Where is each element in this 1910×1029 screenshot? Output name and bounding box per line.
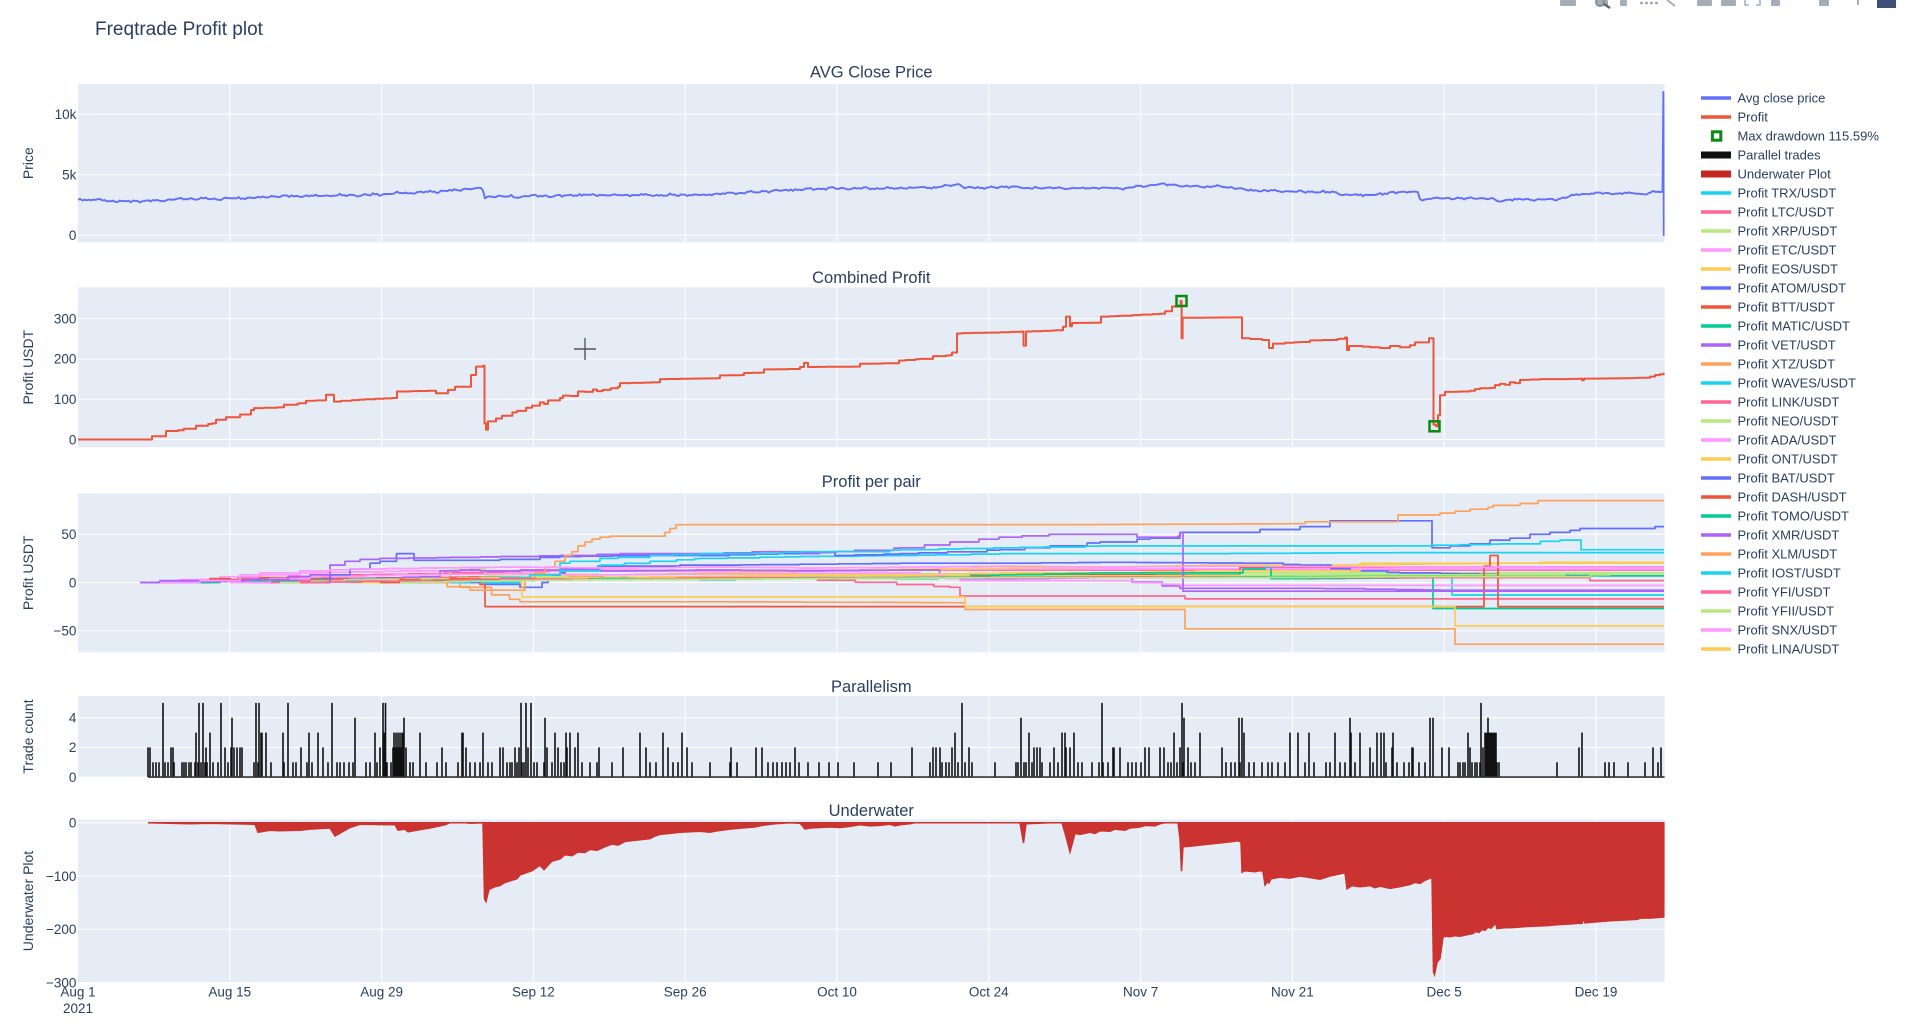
svg-text:0: 0 [69,228,77,243]
svg-text:Profit MATIC/USDT: Profit MATIC/USDT [1738,319,1850,334]
svg-text:Dec 5: Dec 5 [1427,984,1462,999]
svg-text:Trade count: Trade count [20,699,36,773]
svg-text:AVG Close Price: AVG Close Price [810,64,933,82]
svg-text:Profit EOS/USDT: Profit EOS/USDT [1738,262,1838,277]
svg-text:Parallel trades: Parallel trades [1738,148,1822,163]
svg-text:Underwater: Underwater [829,802,915,820]
svg-text:Sep 26: Sep 26 [664,984,707,999]
svg-text:Profit DASH/USDT: Profit DASH/USDT [1738,490,1847,505]
svg-text:Nov 21: Nov 21 [1271,984,1314,999]
svg-text:50: 50 [61,527,76,542]
svg-text:2021: 2021 [63,1001,93,1016]
svg-text:Profit per pair: Profit per pair [822,473,922,491]
svg-text:Profit YFI/USDT: Profit YFI/USDT [1738,585,1831,600]
svg-text:Profit: Profit [1738,110,1769,125]
svg-text:Profit SNX/USDT: Profit SNX/USDT [1738,623,1838,638]
svg-text:Combined Profit: Combined Profit [812,269,931,287]
svg-text:Profit ETC/USDT: Profit ETC/USDT [1738,243,1837,258]
svg-text:Aug 1: Aug 1 [60,984,95,999]
svg-text:Parallelism: Parallelism [831,678,912,696]
svg-text:Profit XMR/USDT: Profit XMR/USDT [1738,528,1840,543]
svg-text:Profit ONT/USDT: Profit ONT/USDT [1738,452,1838,467]
svg-text:−200: −200 [46,922,76,937]
svg-text:Avg close price: Avg close price [1738,91,1826,106]
svg-text:Profit BTT/USDT: Profit BTT/USDT [1738,300,1836,315]
svg-text:0: 0 [69,575,77,590]
svg-text:0: 0 [69,816,77,831]
svg-text:10k: 10k [55,107,77,122]
svg-text:0: 0 [69,770,77,785]
svg-text:Oct 10: Oct 10 [817,984,857,999]
svg-text:Nov 7: Nov 7 [1123,984,1158,999]
svg-text:100: 100 [54,392,77,407]
svg-text:Sep 12: Sep 12 [512,984,555,999]
svg-text:Oct 24: Oct 24 [969,984,1009,999]
svg-text:Profit YFII/USDT: Profit YFII/USDT [1738,604,1835,619]
svg-text:Aug 15: Aug 15 [208,984,251,999]
svg-text:Price: Price [20,147,36,179]
svg-text:−50: −50 [53,624,76,639]
svg-text:300: 300 [54,311,77,326]
svg-text:Freqtrade Profit plot: Freqtrade Profit plot [95,19,264,40]
svg-text:Profit USDT: Profit USDT [20,329,36,404]
svg-text:200: 200 [54,352,77,367]
svg-text:Dec 19: Dec 19 [1575,984,1618,999]
svg-text:Profit XRP/USDT: Profit XRP/USDT [1738,224,1838,239]
svg-text:Profit ADA/USDT: Profit ADA/USDT [1738,433,1837,448]
svg-text:Profit VET/USDT: Profit VET/USDT [1738,338,1836,353]
svg-text:Underwater Plot: Underwater Plot [1738,167,1832,182]
svg-text:0: 0 [69,432,77,447]
svg-text:−100: −100 [46,869,76,884]
svg-text:5k: 5k [62,168,77,183]
svg-text:4: 4 [69,711,77,726]
svg-text:Profit NEO/USDT: Profit NEO/USDT [1738,414,1839,429]
svg-text:Profit TOMO/USDT: Profit TOMO/USDT [1738,509,1850,524]
svg-text:Profit LINA/USDT: Profit LINA/USDT [1738,642,1840,657]
svg-text:Profit XTZ/USDT: Profit XTZ/USDT [1738,357,1836,372]
svg-text:Profit USDT: Profit USDT [20,535,36,610]
svg-text:Profit IOST/USDT: Profit IOST/USDT [1738,566,1841,581]
svg-text:Max drawdown 115.59%: Max drawdown 115.59% [1738,129,1880,144]
svg-text:Profit TRX/USDT: Profit TRX/USDT [1738,186,1837,201]
svg-text:Profit LINK/USDT: Profit LINK/USDT [1738,395,1840,410]
svg-text:Profit LTC/USDT: Profit LTC/USDT [1738,205,1835,220]
svg-text:Profit XLM/USDT: Profit XLM/USDT [1738,547,1838,562]
svg-text:Underwater Plot: Underwater Plot [20,851,36,951]
svg-text:Profit BAT/USDT: Profit BAT/USDT [1738,471,1835,486]
svg-text:Profit ATOM/USDT: Profit ATOM/USDT [1738,281,1847,296]
svg-text:−300: −300 [46,975,76,990]
svg-text:Profit WAVES/USDT: Profit WAVES/USDT [1738,376,1857,391]
svg-text:2: 2 [69,740,77,755]
svg-text:Aug 29: Aug 29 [360,984,403,999]
